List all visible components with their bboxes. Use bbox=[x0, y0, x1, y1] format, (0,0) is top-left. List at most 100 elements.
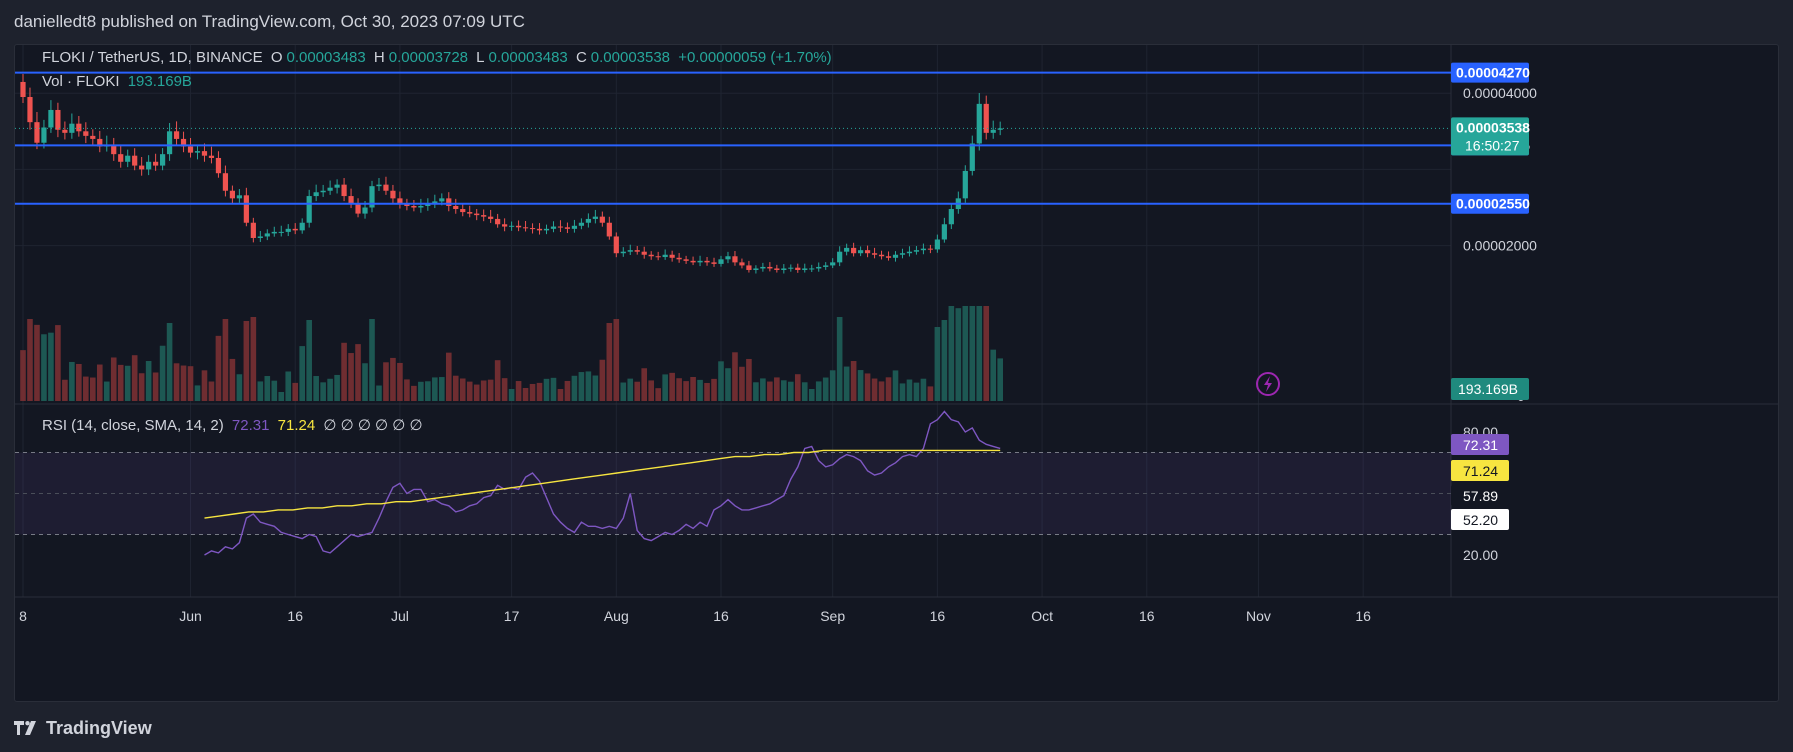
volume-bar bbox=[320, 382, 326, 401]
candle-body bbox=[871, 253, 878, 255]
volume-bar bbox=[313, 376, 319, 401]
time-tick-label: Jun bbox=[179, 608, 202, 624]
volume-bar bbox=[473, 384, 480, 401]
volume-bar bbox=[208, 381, 215, 401]
candle-body bbox=[411, 205, 417, 208]
volume-bar bbox=[669, 372, 675, 401]
volume-bar bbox=[138, 373, 145, 401]
volume-bar bbox=[578, 372, 585, 401]
volume-bar bbox=[739, 366, 745, 401]
symbol-title[interactable]: FLOKI / TetherUS, 1D, BINANCE bbox=[42, 49, 263, 66]
time-tick-label: Jul bbox=[391, 608, 409, 624]
volume-bar bbox=[878, 381, 885, 401]
volume-bar bbox=[418, 381, 424, 401]
volume-bar bbox=[550, 377, 557, 401]
volume-bar bbox=[383, 362, 389, 401]
candle-body bbox=[648, 254, 654, 257]
candle-body bbox=[83, 131, 89, 136]
volume-bar bbox=[341, 342, 347, 401]
volume-bar bbox=[55, 325, 61, 401]
level-badge-1[interactable] bbox=[1451, 62, 1529, 83]
volume-badge[interactable] bbox=[1451, 378, 1529, 400]
candle-body bbox=[97, 138, 103, 147]
candle-body bbox=[585, 218, 591, 223]
candle-body bbox=[299, 222, 305, 231]
rsi-badge-3[interactable] bbox=[1451, 485, 1509, 506]
rsi-badge-1[interactable] bbox=[1451, 434, 1509, 455]
candle-body bbox=[502, 224, 508, 227]
candle-body bbox=[236, 195, 242, 199]
time-tick-label: 16 bbox=[1139, 608, 1155, 624]
candle-body bbox=[781, 268, 787, 270]
candle-body bbox=[187, 146, 194, 153]
candle-body bbox=[676, 257, 682, 260]
candle-body bbox=[243, 195, 249, 223]
volume-bar bbox=[285, 371, 292, 401]
rsi-label[interactable]: RSI (14, close, SMA, 14, 2) bbox=[42, 417, 224, 434]
candle-body bbox=[704, 260, 710, 263]
rsi-value: 72.31 bbox=[231, 417, 270, 434]
volume-bar bbox=[599, 359, 606, 401]
lightning-icon[interactable] bbox=[1256, 372, 1280, 396]
rsi-badge-4[interactable] bbox=[1451, 509, 1509, 530]
volume-bars bbox=[20, 306, 1003, 401]
candle-body bbox=[292, 228, 298, 231]
candle-body bbox=[725, 256, 731, 260]
volume-bar bbox=[927, 386, 934, 401]
level-badge-3[interactable] bbox=[1451, 193, 1529, 214]
chart-panel[interactable]: 0.000042700.000033150.000025500.00005000… bbox=[14, 44, 1779, 702]
volume-label[interactable]: Vol · FLOKI bbox=[42, 73, 120, 90]
candle-body bbox=[34, 122, 40, 143]
volume-bar bbox=[732, 352, 738, 401]
candle-body bbox=[48, 109, 54, 128]
volume-bar bbox=[990, 349, 997, 401]
volume-bar bbox=[152, 372, 159, 401]
candle-body bbox=[418, 205, 424, 208]
candle-body bbox=[906, 251, 913, 254]
candle-body bbox=[592, 216, 598, 219]
candle-body bbox=[606, 222, 612, 237]
volume-bar bbox=[194, 385, 201, 401]
candle-body bbox=[550, 226, 557, 229]
chart-svg[interactable]: 0.000042700.000033150.000025500.00005000… bbox=[15, 45, 1778, 701]
time-tick-label: Aug bbox=[604, 608, 629, 624]
candle-body bbox=[41, 127, 47, 143]
candle-body bbox=[166, 131, 173, 155]
volume-bar bbox=[920, 378, 927, 401]
candle-body bbox=[474, 213, 480, 216]
rsi-badge-2[interactable] bbox=[1451, 460, 1509, 481]
volume-bar bbox=[836, 317, 843, 401]
volume-bar bbox=[187, 366, 194, 401]
volume-bar bbox=[306, 320, 312, 401]
candle-body bbox=[180, 138, 187, 147]
volume-bar bbox=[683, 381, 689, 401]
rsi-tick-label: 20.00 bbox=[1463, 547, 1498, 563]
candle-body bbox=[844, 247, 850, 252]
candle-body bbox=[767, 266, 773, 269]
candle-body bbox=[264, 233, 270, 237]
candle-body bbox=[711, 262, 717, 264]
current-price-badge[interactable] bbox=[1451, 117, 1529, 156]
rsi-badge-label-1: 72.31 bbox=[1463, 437, 1498, 453]
open-label: O bbox=[270, 49, 283, 66]
candle-body bbox=[913, 250, 920, 252]
candle-body bbox=[62, 129, 68, 133]
volume-bar bbox=[885, 377, 892, 401]
candle-body bbox=[837, 251, 843, 263]
volume-bar bbox=[327, 378, 333, 401]
volume-bar bbox=[48, 332, 54, 401]
volume-bar bbox=[20, 350, 26, 401]
time-tick-label: 16 bbox=[713, 608, 729, 624]
grid bbox=[15, 45, 1451, 597]
candle-body bbox=[899, 253, 906, 255]
rsi-line[interactable] bbox=[204, 410, 1001, 556]
volume-bar bbox=[229, 358, 236, 401]
candle-body bbox=[760, 266, 766, 269]
volume-bar bbox=[655, 388, 661, 401]
rsi-sma-line[interactable] bbox=[204, 449, 1001, 519]
volume-bar bbox=[522, 387, 529, 401]
candle-body bbox=[613, 236, 619, 254]
tradingview-footer[interactable]: TradingView bbox=[14, 714, 152, 742]
volume-bar bbox=[815, 381, 822, 401]
candle-body bbox=[802, 268, 808, 270]
